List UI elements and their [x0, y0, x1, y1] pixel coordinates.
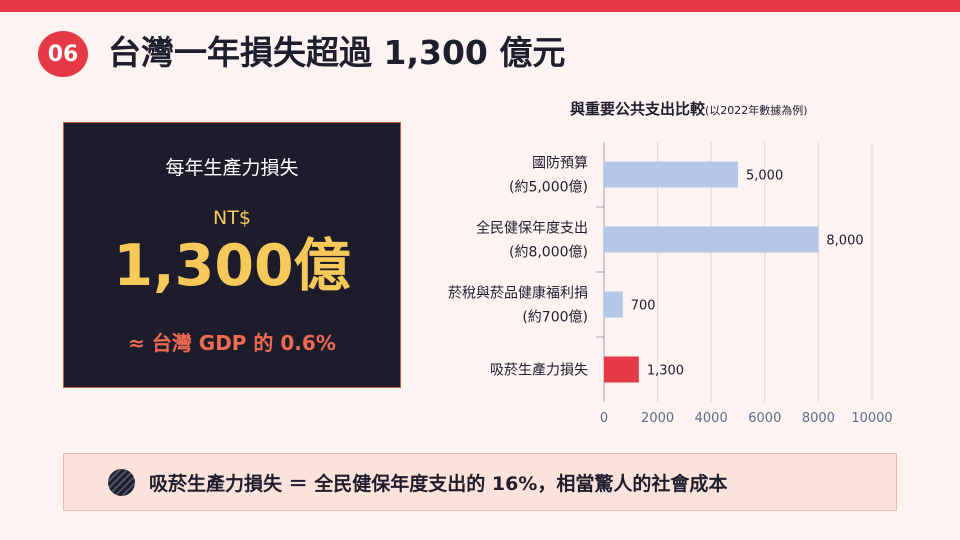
category-label: 國防預算 [532, 156, 588, 172]
x-tick-label: 4000 [695, 411, 728, 426]
bar [604, 226, 819, 253]
comparison-bar-chart: 0 2000 4000 6000 8000 10000 5,000 國防預算 (約5,000億)… [448, 142, 893, 426]
category-label: (約5,000億) [509, 180, 588, 196]
productivity-loss-card: 每年生產力損失 NT$ 1,300億 ≈ 台灣 GDP 的 0.6% [63, 122, 401, 388]
data-label: 1,300 [647, 364, 684, 379]
top-accent-bar [0, 0, 960, 12]
x-tick-label: 2000 [641, 411, 674, 426]
striped-dot-icon [108, 468, 135, 496]
category-label: (約700億) [522, 310, 588, 326]
card-currency: NT$ [213, 207, 251, 229]
category-label: 吸菸生產力損失 [490, 362, 588, 379]
bar [604, 356, 639, 383]
bar [604, 291, 623, 318]
x-tick-label: 6000 [748, 411, 781, 426]
page-title: 台灣一年損失超過 1,300 億元 [108, 33, 566, 72]
x-tick-label: 8000 [802, 411, 835, 426]
bar [604, 161, 738, 188]
chart-title: 與重要公共支出比較(以2022年數據為例) [570, 98, 808, 119]
data-label: 8,000 [826, 234, 863, 249]
x-tick-label: 10000 [851, 411, 892, 426]
category-label: 全民健保年度支出 [476, 220, 588, 237]
card-amount: 1,300億 [113, 233, 351, 299]
category-label: (約8,000億) [509, 245, 588, 261]
conclusion-text: 吸菸生產力損失 ＝ 全民健保年度支出的 16%，相當驚人的社會成本 [149, 472, 728, 495]
section-number-badge: 06 [38, 31, 88, 77]
conclusion-banner: 吸菸生產力損失 ＝ 全民健保年度支出的 16%，相當驚人的社會成本 [63, 453, 897, 511]
data-label: 5,000 [746, 169, 783, 184]
chart-title-main: 與重要公共支出比較 [570, 100, 706, 118]
card-label: 每年生產力損失 [165, 157, 299, 179]
data-label: 700 [631, 299, 656, 314]
category-label: 菸稅與菸品健康福利捐 [448, 285, 588, 302]
x-tick-label: 0 [600, 411, 608, 426]
card-gdp-note: ≈ 台灣 GDP 的 0.6% [128, 331, 336, 355]
chart-title-sub: (以2022年數據為例) [705, 104, 808, 117]
